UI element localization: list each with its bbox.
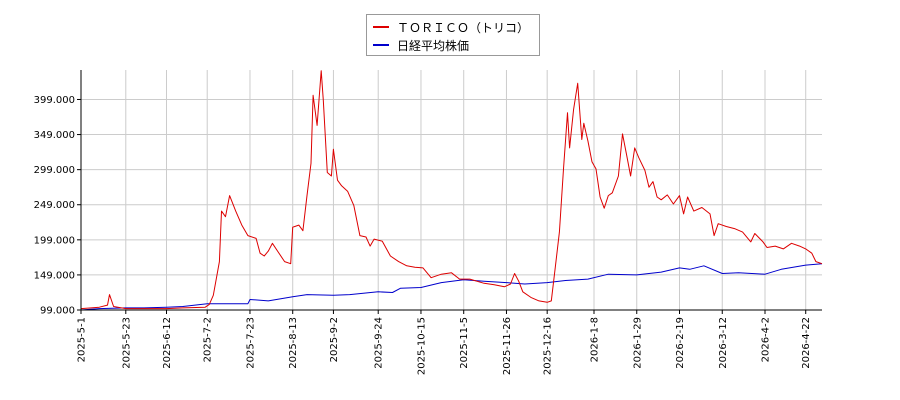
legend-label-nikkei: 日経平均株価 — [397, 38, 470, 53]
x-tick-label: 2026-4-22 — [801, 317, 812, 369]
grid-lines — [81, 70, 822, 310]
legend-item-torico: ＴＯＲＩＣＯ（トリコ） — [373, 18, 529, 36]
y-tick-label: 399.000 — [34, 95, 75, 106]
x-tick-label: 2025-11-26 — [502, 317, 513, 375]
x-tick-label: 2026-2-19 — [675, 317, 686, 369]
x-tick-label: 2026-3-12 — [718, 317, 729, 369]
axes — [80, 70, 822, 311]
y-tick-label: 299.000 — [34, 165, 75, 176]
x-tick-label: 2025-8-13 — [288, 317, 299, 369]
y-tick-label: 249.000 — [34, 200, 75, 211]
x-tick-label: 2025-9-24 — [374, 317, 385, 369]
x-tick-label: 2026-1-29 — [632, 317, 643, 369]
y-axis-ticks: 99.000 149.000 199.000 249.000 299.000 349.00… — [34, 95, 81, 317]
x-tick-label: 2025-9-2 — [329, 317, 340, 362]
x-tick-label: 2025-7-2 — [203, 317, 214, 362]
x-tick-label: 2025-6-12 — [162, 317, 173, 369]
legend-swatch-blue — [373, 44, 389, 46]
series-line — [80, 263, 823, 311]
x-tick-label: 2025-5-1 — [77, 317, 88, 362]
x-tick-label: 2026-1-8 — [590, 317, 601, 362]
y-tick-label: 99.000 — [40, 306, 75, 317]
x-tick-label: 2025-10-15 — [416, 317, 427, 375]
x-tick-label: 2025-7-23 — [245, 317, 256, 369]
x-axis-ticks: 2025-5-1 2025-5-23 2025-6-12 2025-7-2 2025-7… — [77, 310, 812, 375]
x-tick-label: 2025-11-5 — [459, 317, 470, 369]
legend-label-torico: ＴＯＲＩＣＯ（トリコ） — [397, 20, 530, 35]
series-lines — [80, 70, 823, 311]
x-tick-label: 2026-4-2 — [761, 317, 772, 362]
y-tick-label: 199.000 — [34, 235, 75, 246]
y-tick-label: 149.000 — [34, 270, 75, 281]
series-line — [80, 70, 823, 310]
legend-item-nikkei: 日経平均株価 — [373, 36, 469, 54]
y-tick-label: 349.000 — [34, 130, 75, 141]
x-tick-label: 2025-5-23 — [121, 317, 132, 369]
x-tick-label: 2025-12-16 — [543, 317, 554, 375]
legend-swatch-red — [373, 26, 389, 28]
legend: ＴＯＲＩＣＯ（トリコ） 日経平均株価 — [366, 14, 540, 56]
